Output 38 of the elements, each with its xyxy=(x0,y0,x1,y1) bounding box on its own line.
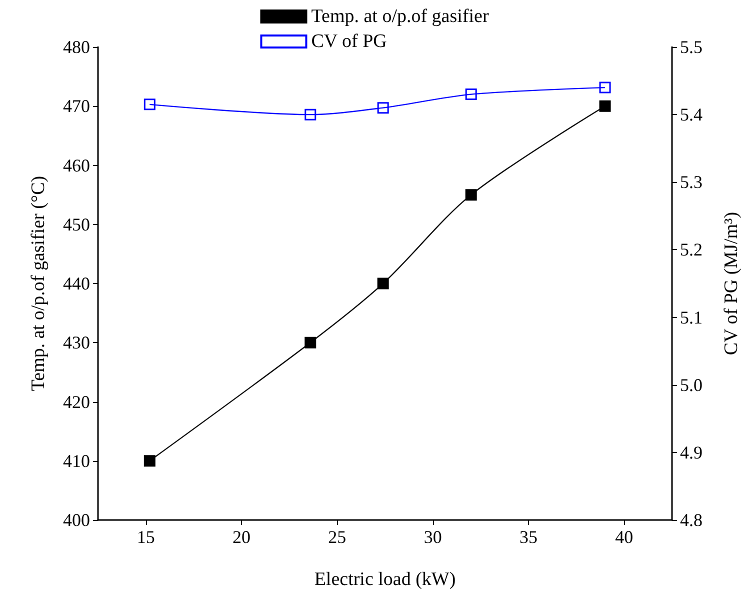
y2-tick-label: 5.4 xyxy=(680,104,702,125)
y2-tick-label: 5.5 xyxy=(680,37,702,57)
y2-tick-label: 5.3 xyxy=(680,172,702,192)
point xyxy=(144,98,156,110)
y2-tick-label: 5.2 xyxy=(680,240,702,260)
y2-tick-label: 4.8 xyxy=(680,510,702,530)
x-tick-label: 35 xyxy=(520,527,538,547)
y-tick-label: 410 xyxy=(63,450,90,471)
x-tick-label: 40 xyxy=(615,527,634,547)
y-tick-label: 400 xyxy=(63,510,90,530)
y2-tick-label: 5.0 xyxy=(680,374,702,395)
x-tick-label: 30 xyxy=(424,527,442,547)
legend-label: CV of PG xyxy=(311,31,388,52)
y2-tick-label: 5.1 xyxy=(680,307,702,328)
x-tick-label: 15 xyxy=(136,527,155,547)
x-axis-title: Electric load (kW) xyxy=(314,569,456,590)
y-tick-label: 440 xyxy=(63,274,90,294)
y-tick-label: 470 xyxy=(63,96,90,116)
y-tick-label: 420 xyxy=(63,392,90,412)
y2-axis-title: CV of PG (MJ/m³) xyxy=(721,212,742,356)
x-tick-label: 20 xyxy=(232,527,250,547)
y2-tick-label: 4.9 xyxy=(680,442,702,462)
point xyxy=(144,455,156,467)
y-tick-label: 480 xyxy=(63,37,90,57)
y-tick-label: 450 xyxy=(63,214,90,234)
point xyxy=(465,189,477,201)
y-tick-label: 460 xyxy=(63,155,90,176)
point xyxy=(377,102,389,114)
point xyxy=(304,336,316,348)
point xyxy=(599,100,611,112)
x-tick-label: 25 xyxy=(328,527,346,547)
point xyxy=(465,88,477,100)
y-tick-label: 430 xyxy=(63,332,90,353)
point xyxy=(599,82,611,94)
point xyxy=(377,278,389,290)
y-axis-title: Temp. at o/p.of gasifier (°C) xyxy=(28,176,49,392)
legend-label: Temp. at o/p.of gasifier xyxy=(311,6,490,27)
point xyxy=(304,108,316,120)
